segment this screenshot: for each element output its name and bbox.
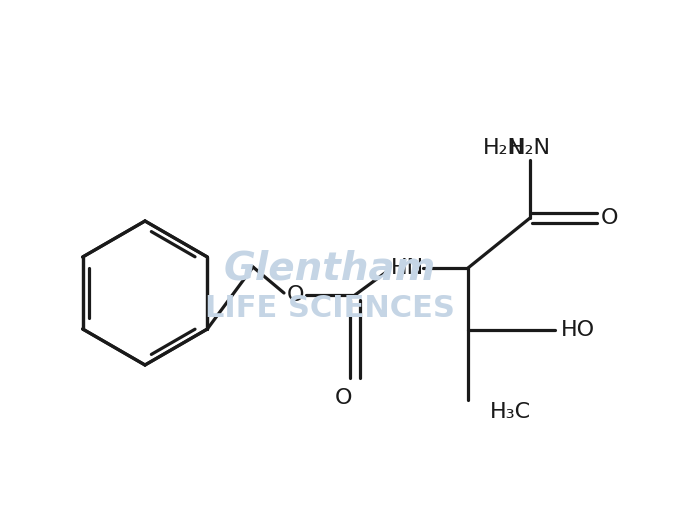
Text: HN: HN xyxy=(390,258,424,278)
Text: H₂N: H₂N xyxy=(509,138,551,158)
Text: Glentham: Glentham xyxy=(224,249,436,287)
Text: O: O xyxy=(601,208,619,228)
Text: H₃C: H₃C xyxy=(490,402,531,422)
Text: HO: HO xyxy=(561,320,595,340)
Text: O: O xyxy=(334,388,351,408)
Text: O: O xyxy=(286,285,303,305)
Text: LIFE SCIENCES: LIFE SCIENCES xyxy=(205,293,455,322)
Text: H₂N: H₂N xyxy=(483,138,525,158)
